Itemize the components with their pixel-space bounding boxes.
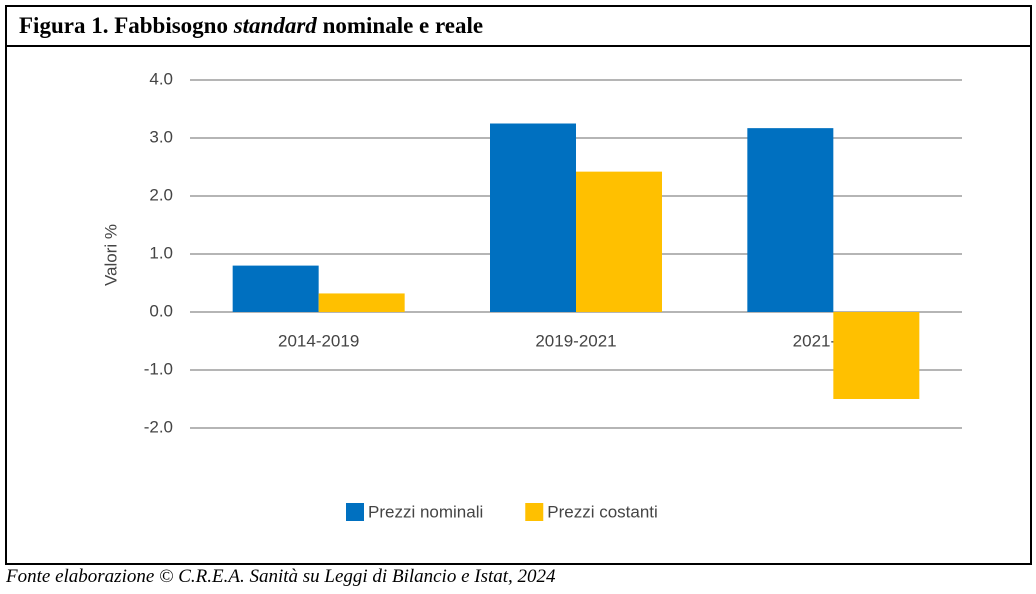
title-part: standard [233, 13, 317, 38]
figure-frame: Figura 1. Fabbisogno standard nominale e r… [5, 5, 1032, 565]
y-tick-label: -1.0 [144, 359, 173, 378]
bar [318, 293, 405, 312]
legend-swatch [525, 503, 544, 521]
y-tick-label: 0.0 [149, 301, 173, 320]
legend-label: Prezzi costanti [547, 502, 658, 521]
bar [490, 123, 576, 312]
figure-title: Figura 1. Fabbisogno standard nominale e r… [7, 7, 1030, 47]
bar [833, 312, 920, 399]
bar [747, 128, 834, 312]
legend-swatch [346, 503, 364, 521]
y-tick-label: 3.0 [149, 127, 173, 146]
y-tick-label: 4.0 [149, 69, 173, 88]
y-tick-label: 1.0 [149, 243, 173, 262]
bar [232, 265, 319, 312]
y-tick-label: 2.0 [149, 185, 173, 204]
title-part: Figura 1. Fabbisogno [19, 13, 228, 38]
x-tick-label: 2019-2021 [535, 331, 616, 350]
y-axis-label: Valori % [101, 224, 120, 286]
x-tick-label: 2014-2019 [278, 331, 359, 350]
source-note: Fonte elaborazione © C.R.E.A. Sanità su … [6, 566, 556, 587]
title-part: nominale e reale [322, 13, 484, 38]
legend-label: Prezzi nominali [368, 502, 483, 521]
bar [576, 171, 662, 312]
y-tick-label: -2.0 [144, 417, 173, 436]
